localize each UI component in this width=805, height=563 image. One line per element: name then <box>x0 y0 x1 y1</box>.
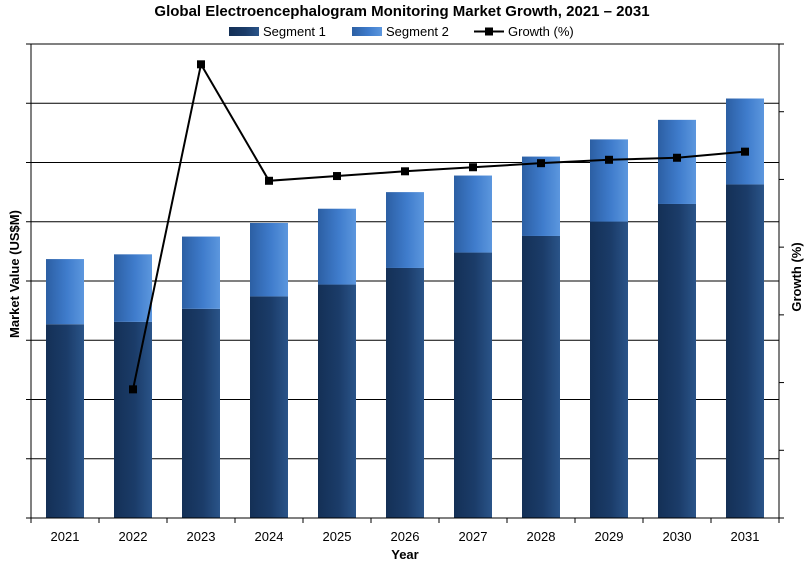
x-tick-label: 2023 <box>187 529 216 544</box>
legend-label: Growth (%) <box>508 24 574 39</box>
legend-label: Segment 2 <box>386 24 449 39</box>
bar-segment-1 <box>658 203 696 518</box>
y2-axis-label: Growth (%) <box>789 242 804 311</box>
x-tick-label: 2030 <box>663 529 692 544</box>
growth-point <box>197 60 205 69</box>
bar-segment-2 <box>658 119 696 204</box>
chart-title: Global Electroencephalogram Monitoring M… <box>154 3 649 20</box>
x-tick-label: 2025 <box>323 529 352 544</box>
x-tick-label: 2021 <box>51 529 80 544</box>
axes <box>26 43 784 523</box>
growth-line <box>129 60 749 394</box>
bar-segment-1 <box>46 324 84 518</box>
bar-segment-1 <box>522 235 560 518</box>
legend-item-2: Segment 2 <box>352 24 449 39</box>
bar-segment-1 <box>114 321 152 518</box>
growth-point <box>469 163 477 172</box>
bars <box>46 98 764 519</box>
legend-label: Segment 1 <box>263 24 326 39</box>
growth-series-line <box>132 61 746 390</box>
bar-segment-2 <box>726 98 764 185</box>
bar-segment-2 <box>250 222 288 297</box>
x-tick-label: 2027 <box>459 529 488 544</box>
growth-point <box>265 176 273 185</box>
y-axis-label: Market Value (US$M) <box>7 210 22 338</box>
growth-point <box>537 159 545 168</box>
bar-segment-2 <box>318 208 356 285</box>
bar-segment-1 <box>726 184 764 519</box>
growth-point <box>673 153 681 162</box>
growth-point <box>129 385 137 394</box>
legend-item-3: Growth (%) <box>474 24 574 39</box>
bar-segment-1 <box>182 308 220 518</box>
growth-point <box>741 147 749 156</box>
growth-point <box>333 172 341 181</box>
x-tick-labels: 2021 2022 2023 2024 2025 2026 2027 2028 2029 2030… <box>51 529 760 544</box>
x-axis-label: Year <box>391 547 418 562</box>
bar-segment-1 <box>386 267 424 518</box>
bar-segment-1 <box>454 252 492 518</box>
bar-segment-2 <box>114 254 152 322</box>
x-tick-label: 2022 <box>119 529 148 544</box>
x-tick-label: 2024 <box>255 529 284 544</box>
legend-swatch <box>352 27 382 36</box>
bar-segment-1 <box>318 284 356 518</box>
bar-segment-2 <box>386 192 424 268</box>
x-tick-label: 2028 <box>527 529 556 544</box>
legend-swatch <box>229 27 259 36</box>
bar-segment-2 <box>46 259 84 325</box>
bar-segment-2 <box>522 156 560 236</box>
bar-segment-2 <box>454 175 492 253</box>
legend: Segment 1 Segment 2 Growth (%) <box>229 24 574 39</box>
growth-point <box>605 155 613 164</box>
x-tick-label: 2029 <box>595 529 624 544</box>
bar-segment-1 <box>250 296 288 518</box>
bar-segment-1 <box>590 221 628 518</box>
bar-segment-2 <box>590 139 628 222</box>
bar-segment-2 <box>182 236 220 309</box>
x-tick-label: 2031 <box>731 529 760 544</box>
x-tick-label: 2026 <box>391 529 420 544</box>
legend-item-1: Segment 1 <box>229 24 326 39</box>
legend-marker <box>485 27 493 36</box>
growth-point <box>401 167 409 176</box>
